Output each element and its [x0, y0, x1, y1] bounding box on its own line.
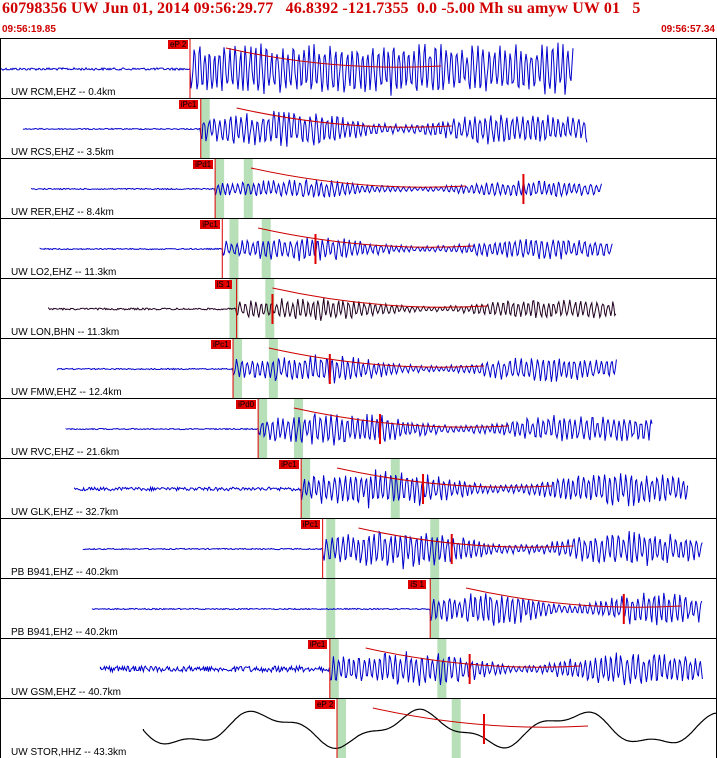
theoretical-arrival-curve [293, 407, 510, 428]
waveform-trace [65, 413, 653, 446]
station-label: UW LON,BHN -- 11.3km [11, 327, 120, 338]
theoretical-arrival-curve [225, 47, 441, 68]
event-title: 60798356 UW Jun 01, 2014 09:56:29.77 46.… [2, 0, 641, 17]
waveform-plot [22, 99, 588, 158]
waveform-trace [91, 592, 703, 626]
waveform-trace [82, 530, 703, 570]
theoretical-arrival-curve [250, 167, 467, 188]
phase-window [233, 339, 243, 398]
left-border [0, 38, 1, 758]
phase-window [261, 219, 271, 278]
waveform-trace [22, 110, 588, 147]
station-label: UW FMW,EHZ -- 12.4km [11, 387, 122, 398]
waveform-plot [142, 699, 717, 758]
waveform-trace [142, 708, 717, 750]
theoretical-arrival-curve [372, 707, 588, 728]
time-end-label: 09:56:57.34 [661, 24, 715, 35]
waveform-plot [99, 639, 703, 698]
waveform-plot [31, 159, 602, 218]
waveform-plot [39, 219, 613, 278]
phase-pick-tag[interactable]: iPd1 [193, 160, 214, 169]
waveform-plot [48, 279, 617, 338]
phase-pick-tag[interactable]: iPc1 [300, 520, 321, 529]
trace-panel[interactable]: iPc1 UW RCS,EHZ -- 3.5km [0, 98, 717, 158]
station-label: UW STOR,HHZ -- 43.3km [11, 747, 127, 758]
phase-pick-tag[interactable]: iPc1 [178, 100, 199, 109]
trace-panel[interactable]: iPc1 PB B941,EHZ -- 40.2km [0, 518, 717, 578]
station-label: UW LO2,EHZ -- 11.3km [11, 267, 117, 278]
station-label: PB B941,EHZ -- 40.2km [11, 567, 119, 578]
theoretical-arrival-curve [272, 287, 488, 308]
theoretical-arrival-curve [465, 587, 682, 608]
theoretical-arrival-curve [358, 527, 574, 548]
trace-panel[interactable]: iPc1 UW GSM,EHZ -- 40.7km [0, 638, 717, 698]
seismogram-traces-panel[interactable]: eP 2 UW RCM,EHZ -- 0.4km iPc1 UW RCS,EHZ --… [0, 38, 717, 758]
station-label: UW RER,EHZ -- 8.4km [11, 207, 114, 218]
waveform-plot [82, 519, 703, 578]
waveform-trace [56, 354, 617, 384]
station-label: UW RCS,EHZ -- 3.5km [11, 147, 114, 158]
phase-window [336, 699, 346, 758]
waveform-plot [65, 399, 653, 458]
waveform-plot [91, 579, 703, 638]
phase-window [243, 159, 253, 218]
waveform-trace [74, 469, 689, 509]
trace-panel[interactable]: iS 1 UW LON,BHN -- 11.3km [0, 278, 717, 338]
phase-pick-tag[interactable]: iPc1 [307, 640, 328, 649]
station-label: PB B941,EH2 -- 40.2km [11, 627, 118, 638]
theoretical-arrival-curve [336, 467, 553, 488]
waveform-trace [39, 237, 613, 262]
station-label: UW GSM,EHZ -- 40.7km [11, 687, 122, 698]
theoretical-arrival-curve [258, 227, 474, 248]
waveform-plot [56, 339, 617, 398]
theoretical-arrival-curve [236, 107, 452, 128]
trace-panel[interactable]: iPc1 UW LO2,EHZ -- 11.3km [0, 218, 717, 278]
phase-window [265, 279, 275, 338]
phase-pick-tag[interactable]: iS 1 [408, 580, 426, 589]
phase-pick-tag[interactable]: eP 2 [168, 40, 189, 49]
station-label: UW RVC,EHZ -- 21.6km [11, 447, 120, 458]
trace-panel[interactable]: iPd1 UW RER,EHZ -- 8.4km [0, 158, 717, 218]
waveform-trace [48, 298, 617, 321]
phase-pick-tag[interactable]: eP 2 [314, 700, 336, 709]
phase-pick-tag[interactable]: iPc1 [200, 220, 220, 229]
waveform-trace [0, 42, 574, 96]
trace-panel[interactable]: eP 2 UW STOR,HHZ -- 43.3km [0, 698, 717, 758]
waveform-plot [74, 459, 689, 518]
phase-pick-tag[interactable]: iPc1 [279, 460, 299, 469]
station-label: UW GLK,EHZ -- 32.7km [11, 507, 119, 518]
trace-panel[interactable]: iPd0 UW RVC,EHZ -- 21.6km [0, 398, 717, 458]
waveform-trace [31, 179, 602, 199]
phase-window [430, 519, 440, 578]
theoretical-arrival-curve [268, 347, 485, 368]
phase-window [258, 399, 268, 458]
waveform-trace [99, 651, 703, 686]
phase-window [293, 399, 303, 458]
trace-panel[interactable]: iPc1 UW GLK,EHZ -- 32.7km [0, 458, 717, 518]
trace-panel[interactable]: iPc1 UW FMW,EHZ -- 12.4km [0, 338, 717, 398]
phase-pick-tag[interactable]: iS 1 [214, 280, 233, 289]
phase-window [268, 339, 278, 398]
phase-window [451, 699, 461, 758]
waveform-plot [0, 39, 574, 98]
station-label: UW RCM,EHZ -- 0.4km [11, 87, 116, 98]
trace-panel[interactable]: eP 2 UW RCM,EHZ -- 0.4km [0, 38, 717, 98]
event-header: 60798356 UW Jun 01, 2014 09:56:29.77 46.… [0, 0, 717, 38]
trace-panel[interactable]: iS 1 PB B941,EH2 -- 40.2km [0, 578, 717, 638]
time-start-label: 09:56:19.85 [2, 24, 56, 35]
phase-pick-tag[interactable]: iPc1 [211, 340, 231, 349]
phase-pick-tag[interactable]: iPd0 [236, 400, 257, 409]
phase-window [229, 219, 239, 278]
theoretical-arrival-curve [365, 647, 581, 668]
